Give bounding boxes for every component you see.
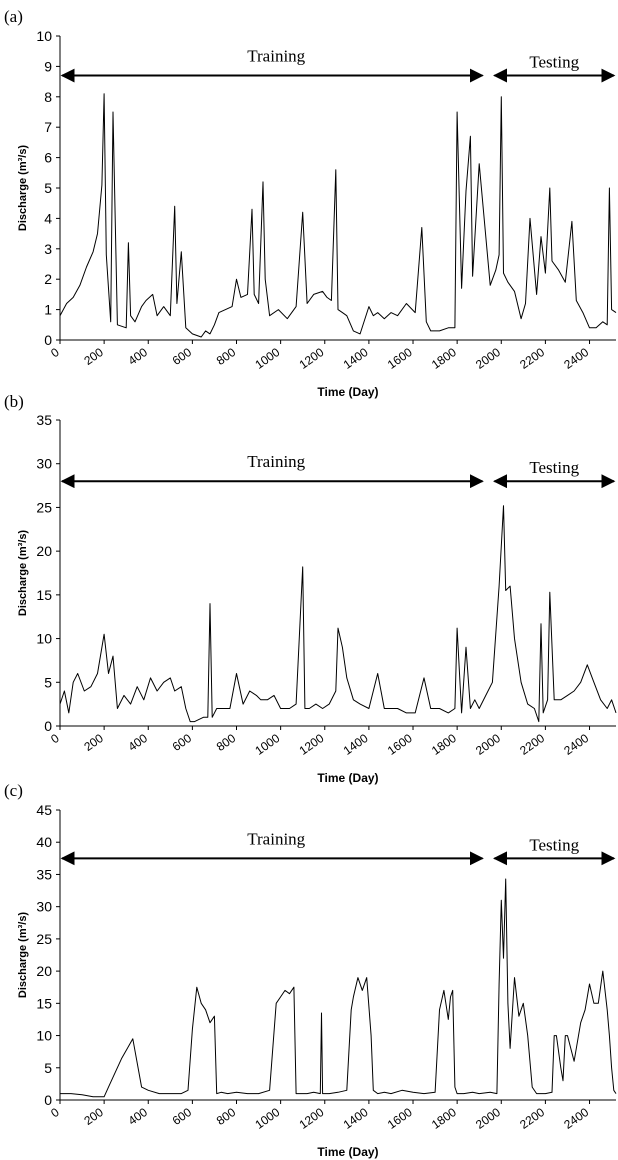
y-tick-label: 45 — [36, 802, 52, 818]
x-tick-label: 1400 — [341, 731, 371, 758]
y-tick-label: 4 — [44, 210, 52, 226]
x-tick-label: 1800 — [429, 731, 459, 758]
y-tick-label: 0 — [44, 332, 52, 348]
panel-b: (b) 0 5 10 15 20 25 30 35 0 200 400 600 800 1000 1200 14… — [4, 392, 617, 785]
y-tick-label: 10 — [36, 631, 52, 647]
x-tick-label: 2200 — [517, 345, 547, 372]
y-axis-title: Discharge (m³/s) — [17, 912, 29, 999]
y-tick-label: 6 — [44, 150, 52, 166]
panel-label: (b) — [4, 392, 24, 411]
x-axis-title: Time (Day) — [317, 771, 378, 785]
panel-label: (a) — [4, 7, 23, 26]
training-label: Training — [247, 452, 305, 471]
training-label: Training — [247, 47, 305, 66]
y-tick-label: 15 — [36, 587, 52, 603]
x-tick-label: 1600 — [385, 731, 415, 758]
x-tick-label: 200 — [81, 345, 106, 368]
x-tick-label: 400 — [126, 1105, 151, 1128]
x-tick-label: 2000 — [473, 731, 503, 758]
y-tick-label: 3 — [44, 241, 52, 257]
x-tick-label: 600 — [170, 731, 195, 754]
x-tick-label: 0 — [48, 731, 62, 746]
discharge-series-line — [59, 93, 617, 338]
y-tick-label: 20 — [36, 543, 52, 559]
x-tick-label: 2400 — [561, 731, 591, 758]
x-tick-label: 800 — [214, 1105, 239, 1128]
y-tick-label: 35 — [36, 866, 52, 882]
y-tick-label: 10 — [36, 28, 52, 44]
panel-label: (c) — [4, 781, 23, 800]
x-tick-label: 600 — [170, 1105, 195, 1128]
x-tick-label: 1800 — [429, 1105, 459, 1132]
y-tick-label: 30 — [36, 899, 52, 915]
panel-c: (c) 0 5 10 15 20 25 30 35 40 45 0 200 400 600 800 1000 12… — [4, 781, 617, 1159]
x-tick-label: 400 — [126, 731, 151, 754]
x-tick-label: 1200 — [297, 1105, 327, 1132]
y-tick-label: 15 — [36, 995, 52, 1011]
x-tick-label: 2000 — [473, 345, 503, 372]
y-tick-label: 0 — [44, 718, 52, 734]
y-tick-label: 35 — [36, 412, 52, 428]
y-tick-label: 5 — [44, 1060, 52, 1076]
x-tick-label: 1000 — [252, 1105, 282, 1132]
y-tick-label: 25 — [36, 499, 52, 515]
x-tick-label: 800 — [214, 345, 239, 368]
y-tick-label: 25 — [36, 931, 52, 947]
x-tick-label: 2400 — [561, 345, 591, 372]
discharge-series-line — [59, 505, 617, 723]
discharge-series-line — [60, 878, 617, 1098]
panel-a: (a) 0 1 2 3 4 5 6 7 8 9 10 0 200 400 600 800 1000 1200 1400… — [4, 7, 617, 399]
y-tick-label: 0 — [44, 1092, 52, 1108]
y-tick-label: 2 — [44, 271, 52, 287]
x-tick-label: 800 — [214, 731, 239, 754]
x-axis-title: Time (Day) — [317, 385, 378, 399]
y-tick-label: 20 — [36, 963, 52, 979]
x-tick-label: 2000 — [473, 1105, 503, 1132]
y-tick-label: 5 — [44, 180, 52, 196]
y-tick-label: 9 — [44, 58, 52, 74]
x-tick-label: 1200 — [297, 345, 327, 372]
x-tick-label: 1000 — [252, 345, 282, 372]
x-tick-label: 1600 — [385, 1105, 415, 1132]
y-tick-label: 5 — [44, 674, 52, 690]
x-tick-label: 600 — [170, 345, 195, 368]
testing-label: Testing — [529, 458, 579, 477]
x-tick-label: 2200 — [517, 1105, 547, 1132]
x-tick-label: 200 — [81, 731, 106, 754]
x-tick-label: 1400 — [341, 345, 371, 372]
x-tick-label: 2200 — [517, 731, 547, 758]
y-tick-label: 7 — [44, 119, 52, 135]
y-tick-label: 1 — [44, 302, 52, 318]
y-tick-label: 10 — [36, 1028, 52, 1044]
x-tick-label: 2400 — [561, 1105, 591, 1132]
y-tick-label: 8 — [44, 89, 52, 105]
testing-label: Testing — [529, 835, 579, 854]
x-axis-title: Time (Day) — [317, 1145, 378, 1159]
y-axis-title: Discharge (m³/s) — [17, 530, 29, 617]
y-axis-title: Discharge (m³/s) — [17, 145, 29, 232]
testing-label: Testing — [529, 53, 579, 72]
x-tick-label: 200 — [81, 1105, 106, 1128]
x-tick-label: 1800 — [429, 345, 459, 372]
training-label: Training — [247, 829, 305, 848]
x-tick-label: 0 — [48, 1105, 62, 1120]
y-tick-label: 40 — [36, 834, 52, 850]
x-tick-label: 400 — [126, 345, 151, 368]
x-tick-label: 0 — [48, 345, 62, 360]
x-tick-label: 1200 — [297, 731, 327, 758]
x-tick-label: 1400 — [341, 1105, 371, 1132]
y-tick-label: 30 — [36, 456, 52, 472]
x-tick-label: 1600 — [385, 345, 415, 372]
x-tick-label: 1000 — [252, 731, 282, 758]
